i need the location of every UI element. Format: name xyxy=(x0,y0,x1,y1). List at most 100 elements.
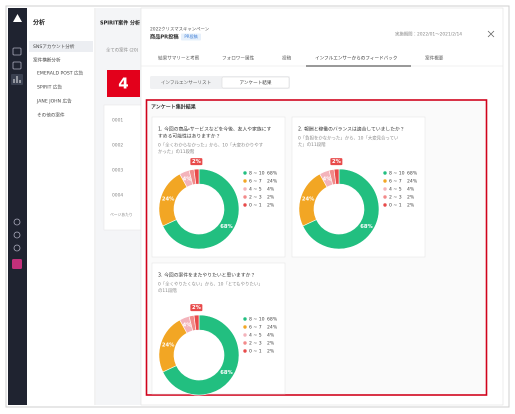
legend-swatch xyxy=(383,203,387,207)
step-number: 4 xyxy=(118,75,128,93)
campaign-name: 2022クリスマスキャンペーン xyxy=(150,27,210,33)
legend-label: 2 ~ 3 xyxy=(249,195,262,201)
legend-label: 4 ~ 5 xyxy=(249,187,262,193)
legend-swatch xyxy=(383,171,387,175)
legend-swatch xyxy=(243,187,247,191)
list-row[interactable]: 0003 xyxy=(112,168,123,174)
nav-item[interactable]: 案件横断分析 xyxy=(33,57,61,64)
legend-swatch xyxy=(383,179,387,183)
icon-help[interactable] xyxy=(13,244,21,252)
nav-item[interactable]: その他の案件 xyxy=(37,112,65,119)
sidebar xyxy=(8,8,27,405)
nav-panel xyxy=(27,8,95,405)
nav-title: 分析 xyxy=(32,19,45,27)
legend-value: 24% xyxy=(407,179,418,185)
subtab-active[interactable]: アンケート結果 xyxy=(240,79,272,86)
legend-swatch xyxy=(243,333,247,337)
legend-label: 8 ~ 10 xyxy=(249,317,265,323)
question: 1. 今回の商品・サービスなどを今後、友人や家族にす xyxy=(158,126,272,133)
legend-label: 6 ~ 7 xyxy=(249,179,262,185)
legend-value: 68% xyxy=(267,317,278,323)
list-filter[interactable]: 全ての案件 (20) xyxy=(106,47,139,54)
legend-label: 6 ~ 7 xyxy=(249,325,262,331)
callout-bg xyxy=(190,158,203,166)
legend-swatch xyxy=(243,325,247,329)
description: 0「負担をかなかった」から、10「大変見合ってい xyxy=(298,135,399,142)
legend-swatch xyxy=(243,195,247,199)
nav-item[interactable]: SPIRIT 広告 xyxy=(37,84,62,91)
nav-item[interactable]: JANE JOHN 広告 xyxy=(36,98,72,105)
description: かった」の11段階 xyxy=(158,148,195,155)
icon-home[interactable] xyxy=(12,47,22,56)
legend-value: 4% xyxy=(267,187,275,193)
segment-label: 24% xyxy=(302,196,315,202)
legend-value: 2% xyxy=(267,341,275,347)
close-button[interactable] xyxy=(487,30,495,38)
avatar[interactable] xyxy=(12,259,22,269)
legend-label: 8 ~ 10 xyxy=(249,171,265,177)
list-row[interactable]: 0004 xyxy=(112,193,123,199)
tab[interactable]: 案件概要 xyxy=(425,55,444,62)
question: すめる可能性はありますか？ xyxy=(158,133,220,140)
badge-bg xyxy=(181,33,201,41)
question: 2. 報酬と稼働のバランスは適合していましたか？ xyxy=(298,126,405,133)
donut-segment xyxy=(193,168,200,185)
legend-label: 6 ~ 7 xyxy=(389,179,402,185)
legend-label: 0 ~ 1 xyxy=(389,203,402,209)
segment-label: 24% xyxy=(162,342,175,348)
icon-bell[interactable] xyxy=(13,218,21,226)
nav-item[interactable]: SNSアカウント分析 xyxy=(33,43,75,50)
legend-value: 24% xyxy=(267,179,278,185)
donut-segment xyxy=(162,168,240,250)
legend-value: 2% xyxy=(407,203,415,209)
legend-value: 68% xyxy=(407,171,418,177)
description: 0「全くわからなかった」から、10「大変わかりやす xyxy=(158,142,264,149)
tab[interactable]: フォロワー属性 xyxy=(222,55,255,62)
tab[interactable]: 結果サマリーと考察 xyxy=(158,55,200,62)
segment-label: 68% xyxy=(220,370,233,376)
donut-segment xyxy=(333,168,340,185)
legend-label: 8 ~ 10 xyxy=(389,171,405,177)
callout-label: 2% xyxy=(332,159,342,165)
icon-calendar[interactable] xyxy=(12,61,22,70)
legend-swatch xyxy=(243,317,247,321)
segment-label: 68% xyxy=(360,224,373,230)
description: 0「全くやりたくない」から、10「とてもやりたい」 xyxy=(158,281,263,288)
legend-label: 0 ~ 1 xyxy=(249,203,262,209)
legend-label: 4 ~ 5 xyxy=(389,187,402,193)
legend-value: 68% xyxy=(267,171,278,177)
callout-bg xyxy=(190,304,203,312)
list-title: SPIRIT案件 分析 xyxy=(100,20,140,27)
list-row[interactable]: 0002 xyxy=(112,143,123,149)
legend-value: 2% xyxy=(267,349,275,355)
callout-label: 2% xyxy=(192,305,202,311)
legend-swatch xyxy=(243,179,247,183)
period: 実施期間：2022/01～2021/2/14 xyxy=(395,31,462,38)
list-row[interactable]: 0001 xyxy=(112,118,123,124)
legend-value: 2% xyxy=(267,203,275,209)
legend-swatch xyxy=(243,341,247,345)
legend-label: 4 ~ 5 xyxy=(249,333,262,339)
logo xyxy=(13,14,22,22)
step-marker xyxy=(107,70,140,97)
legend-swatch xyxy=(243,171,247,175)
tab[interactable]: 投稿 xyxy=(282,55,292,62)
icon-analytics[interactable] xyxy=(13,76,21,83)
question: 3. 今回の案件をまたやりたいと思いますか？ xyxy=(158,272,255,279)
legend-swatch xyxy=(383,187,387,191)
post-name: 商品PR投稿 xyxy=(150,33,179,41)
legend-swatch xyxy=(243,349,247,353)
subtab[interactable]: インフルエンサーリスト xyxy=(161,80,211,86)
donut-segment xyxy=(193,314,200,331)
legend-swatch xyxy=(383,195,387,199)
survey-title: アンケート集計結果 xyxy=(151,104,197,111)
legend-value: 2% xyxy=(407,195,415,201)
callout-bg xyxy=(330,158,343,166)
segment-label: 4% xyxy=(183,322,193,328)
tab-active[interactable]: インフルエンサーからのフィードバック xyxy=(315,55,397,62)
nav-item[interactable]: EMERALD POST 広告 xyxy=(37,70,84,77)
icon-settings[interactable] xyxy=(13,231,21,239)
segment-label: 4% xyxy=(323,176,333,182)
legend-value: 4% xyxy=(407,187,415,193)
